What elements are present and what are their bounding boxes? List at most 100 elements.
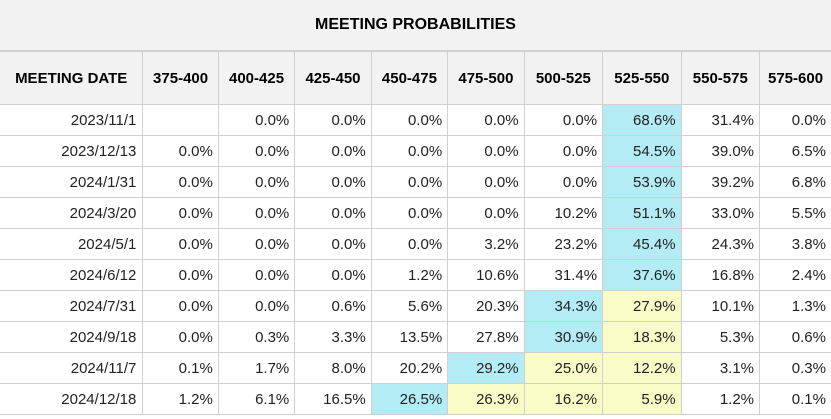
probability-cell: 30.9% (523, 321, 604, 353)
probability-cell: 0.0% (142, 321, 219, 353)
probability-cell: 0.3% (759, 352, 831, 384)
probability-cell: 3.2% (447, 228, 525, 260)
probability-cell: 68.6% (602, 104, 682, 136)
probability-cell: 0.0% (523, 135, 604, 167)
probability-cell: 0.0% (142, 290, 219, 322)
probability-cell: 0.0% (447, 135, 525, 167)
probability-cell: 0.0% (142, 259, 219, 291)
probability-cell: 10.1% (680, 290, 761, 322)
panel-title: MEETING PROBABILITIES (0, 0, 831, 51)
probability-cell: 0.6% (294, 290, 372, 322)
probability-cell: 33.0% (680, 197, 761, 229)
meeting-date-cell: 2024/6/12 (0, 259, 144, 291)
probability-cell: 0.0% (217, 135, 296, 167)
probability-cell: 0.0% (142, 197, 219, 229)
probability-cell: 10.6% (447, 259, 525, 291)
probability-cell: 0.0% (217, 104, 296, 136)
probability-cell: 0.0% (447, 197, 525, 229)
table-row: 2023/12/13 0.0% 0.0% 0.0% 0.0% 0.0% 0.0% 54.5% 3… (0, 135, 831, 167)
probability-cell: 5.6% (370, 290, 449, 322)
column-header-rate-range: 375-400 (142, 51, 219, 105)
probability-cell: 0.3% (217, 321, 296, 353)
probability-cell: 0.0% (217, 166, 296, 198)
probability-cell: 0.0% (142, 228, 219, 260)
probability-cell: 29.2% (447, 352, 525, 384)
probability-cell: 5.5% (759, 197, 831, 229)
probability-cell: 0.0% (370, 166, 449, 198)
meeting-date-cell: 2023/11/1 (0, 104, 144, 136)
probability-cell: 6.1% (217, 383, 296, 415)
meeting-date-cell: 2024/9/18 (0, 321, 144, 353)
probability-cell: 5.9% (602, 383, 682, 415)
probability-cell: 27.9% (602, 290, 682, 322)
meeting-date-cell: 2024/5/1 (0, 228, 144, 260)
column-header-rate-range: 450-475 (370, 51, 449, 105)
probability-cell: 31.4% (523, 259, 604, 291)
meeting-date-cell: 2024/11/7 (0, 352, 144, 384)
probability-cell: 16.2% (523, 383, 604, 415)
probability-cell: 51.1% (602, 197, 682, 229)
probability-cell: 0.1% (142, 352, 219, 384)
table-row: 2024/1/31 0.0% 0.0% 0.0% 0.0% 0.0% 0.0% 53.9% 39… (0, 166, 831, 198)
probability-cell: 5.3% (680, 321, 761, 353)
probability-cell: 0.0% (217, 197, 296, 229)
table-body: 2023/11/1 0.0% 0.0% 0.0% 0.0% 0.0% 68.6% 31.4% 0… (0, 104, 831, 415)
probability-cell: 0.0% (294, 166, 372, 198)
probability-cell: 3.1% (680, 352, 761, 384)
probability-cell: 54.5% (602, 135, 682, 167)
probability-cell: 34.3% (523, 290, 604, 322)
probability-cell: 20.2% (370, 352, 449, 384)
column-header-rate-range: 500-525 (523, 51, 604, 105)
column-header-rate-range: 425-450 (294, 51, 372, 105)
table-row: 2024/11/7 0.1% 1.7% 8.0% 20.2% 29.2% 25.0% 12.2… (0, 352, 831, 384)
probabilities-table: MEETING DATE 375-400 400-425 425-450 450-475… (0, 51, 831, 415)
probability-cell: 0.0% (370, 197, 449, 229)
probability-cell: 23.2% (523, 228, 604, 260)
probability-cell: 13.5% (370, 321, 449, 353)
probability-cell: 3.3% (294, 321, 372, 353)
probability-cell: 0.0% (294, 228, 372, 260)
probability-cell: 0.0% (370, 104, 449, 136)
meeting-date-cell: 2024/1/31 (0, 166, 144, 198)
probability-cell: 0.6% (759, 321, 831, 353)
probability-cell: 8.0% (294, 352, 372, 384)
probability-cell: 1.2% (680, 383, 761, 415)
table-row: 2024/5/1 0.0% 0.0% 0.0% 0.0% 3.2% 23.2% 45.4% 24… (0, 228, 831, 260)
probability-cell: 0.0% (447, 104, 525, 136)
probability-cell: 6.8% (759, 166, 831, 198)
probability-cell: 24.3% (680, 228, 761, 260)
probability-cell: 0.0% (447, 166, 525, 198)
probability-cell: 6.5% (759, 135, 831, 167)
table-row: 2024/9/18 0.0% 0.3% 3.3% 13.5% 27.8% 30.9% 18.3… (0, 321, 831, 353)
probability-cell: 0.0% (294, 259, 372, 291)
meeting-date-cell: 2023/12/13 (0, 135, 144, 167)
probability-cell: 16.5% (294, 383, 372, 415)
probability-cell: 0.1% (759, 383, 831, 415)
probability-cell: 0.0% (523, 104, 604, 136)
probability-cell: 0.0% (523, 166, 604, 198)
probability-cell: 3.8% (759, 228, 831, 260)
column-header-meeting-date: MEETING DATE (0, 51, 144, 105)
column-header-rate-range: 575-600 (759, 51, 831, 105)
probability-cell: 1.2% (142, 383, 219, 415)
table-row: 2024/3/20 0.0% 0.0% 0.0% 0.0% 0.0% 10.2% 51.1% 3… (0, 197, 831, 229)
probability-cell: 1.7% (217, 352, 296, 384)
probability-cell: 0.0% (217, 259, 296, 291)
probability-cell: 10.2% (523, 197, 604, 229)
probability-cell: 25.0% (523, 352, 604, 384)
probability-cell: 2.4% (759, 259, 831, 291)
table-row: 2024/6/12 0.0% 0.0% 0.0% 1.2% 10.6% 31.4% 37.6%… (0, 259, 831, 291)
probability-cell: 53.9% (602, 166, 682, 198)
probability-cell: 12.2% (602, 352, 682, 384)
probability-cell: 20.3% (447, 290, 525, 322)
probability-cell: 0.0% (217, 290, 296, 322)
probability-cell: 45.4% (602, 228, 682, 260)
table-row: 2023/11/1 0.0% 0.0% 0.0% 0.0% 0.0% 68.6% 31.4% 0… (0, 104, 831, 136)
probability-cell: 0.0% (370, 228, 449, 260)
probability-cell: 0.0% (294, 197, 372, 229)
column-header-rate-range: 400-425 (217, 51, 296, 105)
probability-cell: 0.0% (142, 135, 219, 167)
probability-cell: 37.6% (602, 259, 682, 291)
probability-cell: 31.4% (680, 104, 761, 136)
